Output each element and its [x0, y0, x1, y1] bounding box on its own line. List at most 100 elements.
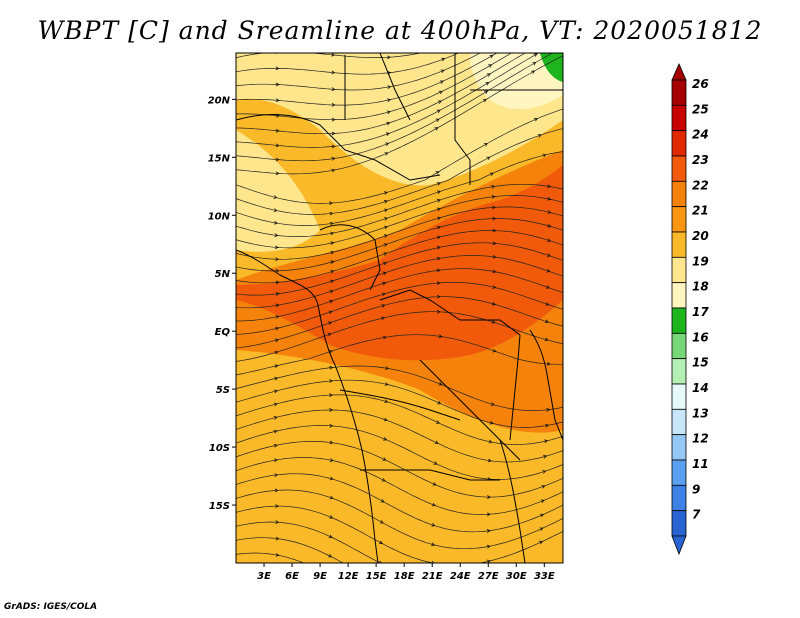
- lat-tick-label: 5N: [215, 269, 231, 280]
- streamline-arrow: [436, 294, 441, 299]
- streamline-arrow: [327, 332, 332, 337]
- streamline-arrow: [544, 439, 549, 444]
- streamline-arrow: [547, 210, 552, 214]
- colorbar-swatch: [671, 79, 687, 106]
- coastlines: [236, 53, 563, 563]
- streamline: [236, 521, 382, 563]
- streamline-arrow: [384, 399, 389, 403]
- lat-tick-label: 5S: [216, 385, 230, 396]
- lat-tick-label: 15S: [209, 501, 230, 512]
- streamline-arrow: [329, 221, 334, 226]
- colorbar-swatch: [671, 282, 687, 309]
- colorbar-level-label: 14: [692, 381, 709, 395]
- streamline-arrow: [385, 366, 390, 370]
- streamline-arrow: [384, 225, 388, 230]
- streamline-arrow: [546, 362, 551, 366]
- streamline-arrow: [275, 157, 280, 162]
- streamline: [236, 53, 422, 59]
- streamline-arrow: [384, 208, 388, 213]
- streamline-arrow: [487, 495, 491, 499]
- streamline-arrow: [329, 476, 334, 481]
- streamline-arrow: [275, 326, 280, 331]
- streamline: [236, 255, 563, 309]
- streamline-arrow: [331, 144, 336, 149]
- streamline-arrow: [275, 82, 280, 87]
- colorbar: 26 25 24 23 22 21 20 19 18 17 16 15 14 13 12 11 9 7: [671, 63, 709, 556]
- streamline: [236, 505, 563, 563]
- streamline: [236, 268, 563, 322]
- streamline: [236, 151, 563, 226]
- streamline-arrow: [486, 544, 491, 549]
- streamline-arrow: [274, 364, 279, 368]
- streamline-arrow: [383, 200, 389, 204]
- streamline-arrow: [484, 143, 488, 147]
- streamline-arrow: [431, 523, 436, 527]
- streamline-arrow: [275, 128, 280, 133]
- streamline-arrow: [547, 238, 552, 242]
- streamline-arrow: [329, 299, 334, 304]
- colorbar-swatch: [671, 408, 687, 436]
- streamline-arrow: [492, 254, 497, 259]
- streamline-arrow: [436, 235, 441, 240]
- streamline: [236, 473, 563, 533]
- streamline-arrow: [486, 512, 491, 517]
- streamline-arrow: [539, 540, 544, 545]
- streamline-arrow: [437, 198, 441, 203]
- streamline-arrow: [543, 454, 548, 459]
- streamline-arrow: [545, 319, 549, 324]
- streamline: [236, 206, 563, 260]
- streamline-arrow: [330, 279, 335, 284]
- streamline-arrow: [491, 320, 496, 324]
- streamline-arrow: [437, 190, 441, 194]
- streamline-arrow: [275, 257, 280, 262]
- streamline-arrow: [383, 243, 388, 247]
- streamline-arrow: [383, 252, 388, 256]
- streamline-arrow: [381, 478, 386, 482]
- streamline-arrow: [274, 376, 279, 381]
- streamline-arrow: [275, 143, 280, 148]
- streamline-arrow: [275, 536, 280, 541]
- streamline: [236, 489, 563, 550]
- streamline-arrow: [385, 142, 390, 147]
- streamline-arrow: [544, 337, 549, 342]
- lat-tick-label: 10S: [209, 443, 230, 454]
- colorbar-level-label: 17: [692, 305, 709, 319]
- streamline-arrow: [273, 402, 278, 407]
- streamline-arrow: [329, 515, 334, 519]
- streamline-arrow: [492, 241, 497, 246]
- colorbar-swatch: [671, 307, 687, 334]
- streamline-arrow: [329, 423, 334, 428]
- streamline-arrow: [330, 231, 335, 236]
- streamline-arrow: [331, 168, 336, 173]
- streamline-arrow: [331, 117, 336, 122]
- colorbar-swatch: [671, 155, 687, 182]
- streamline-arrow: [546, 285, 550, 289]
- streamline-arrow: [537, 134, 542, 138]
- streamline-arrow: [438, 90, 443, 95]
- map-panel: [236, 53, 563, 563]
- streamline-arrow: [547, 224, 552, 228]
- streamline-arrow: [482, 98, 487, 103]
- streamline-arrow: [431, 560, 435, 563]
- streamline-arrow: [274, 488, 279, 493]
- streamline-arrow: [275, 315, 280, 319]
- streamline-arrow: [546, 408, 551, 412]
- streamline: [236, 183, 563, 237]
- streamline-arrow: [329, 458, 334, 462]
- streamline-arrow: [380, 499, 385, 503]
- streamline-arrow: [436, 281, 441, 285]
- streamline-arrow: [484, 90, 489, 95]
- streamline-arrow: [540, 513, 545, 518]
- streamline-arrow: [385, 132, 390, 136]
- streamline-arrow: [382, 271, 387, 276]
- colorbar-level-label: 24: [692, 128, 709, 142]
- streamline-arrow: [437, 225, 442, 230]
- lon-tick-label: 24E: [450, 571, 471, 582]
- lon-tick-label: 12E: [338, 571, 359, 582]
- streamline-arrow: [533, 53, 538, 57]
- streamline-arrow: [387, 85, 392, 90]
- streamline-arrow: [273, 416, 278, 420]
- streamline: [236, 53, 540, 148]
- streamline-arrow: [328, 310, 333, 315]
- streamline-arrow: [491, 301, 496, 306]
